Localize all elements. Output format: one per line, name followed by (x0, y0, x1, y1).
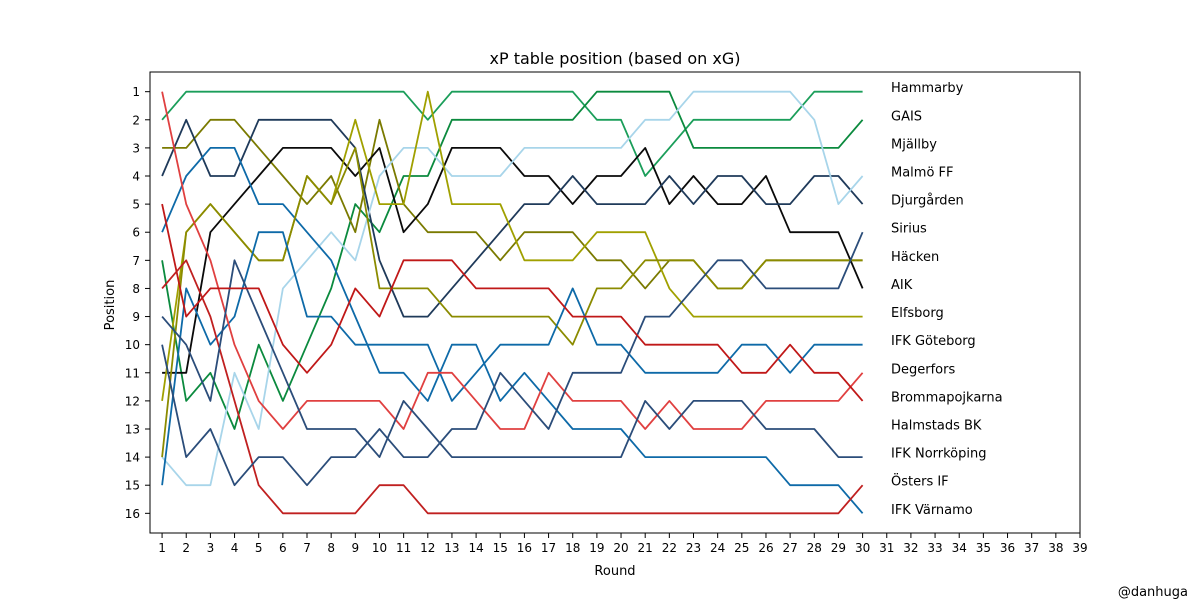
x-tick-label: 28 (807, 541, 822, 555)
x-tick-label: 1 (158, 541, 166, 555)
y-tick-label: 5 (132, 198, 140, 212)
x-tick-label: 26 (758, 541, 773, 555)
x-tick-label: 16 (517, 541, 532, 555)
y-tick-label: 4 (132, 170, 140, 184)
y-tick-label: 16 (125, 507, 140, 521)
plot-frame (149, 71, 1081, 534)
x-tick-label: 13 (444, 541, 459, 555)
legend-label-1: GAIS (891, 109, 922, 124)
x-tick-label: 17 (541, 541, 556, 555)
legend-label-5: Sirius (891, 222, 927, 237)
x-tick-label: 35 (976, 541, 991, 555)
series-line-15 (161, 203, 864, 402)
y-tick-label: 3 (132, 141, 140, 155)
x-tick-label: 15 (493, 541, 508, 555)
legend-label-2: Mjällby (891, 137, 937, 152)
x-tick-label: 3 (207, 541, 215, 555)
legend-label-15: IFK Värnamo (891, 503, 973, 518)
x-tick-label: 33 (927, 541, 942, 555)
series-line-11 (161, 91, 864, 430)
y-tick-label: 12 (125, 394, 140, 408)
x-tick-label: 36 (1000, 541, 1015, 555)
series-line-1 (161, 90, 864, 430)
x-tick-label: 32 (903, 541, 918, 555)
legend-label-0: Hammarby (891, 81, 964, 96)
y-tick-label: 14 (125, 451, 140, 465)
y-tick-label: 15 (125, 479, 140, 493)
chart-title: xP table position (based on xG) (489, 49, 740, 68)
y-tick-label: 10 (125, 338, 140, 352)
axes-layer: 1 2 3 4 5 6 7 8 9 10 11 12 13 14 15 16 17 18 19 20 21 22 23 24 2… (125, 71, 1088, 555)
x-tick-label: 22 (662, 541, 677, 555)
legend-label-13: IFK Norrköping (891, 447, 986, 462)
x-tick-label: 2 (182, 541, 190, 555)
legend-label-10: Degerfors (891, 362, 955, 377)
series-line-10 (161, 259, 864, 515)
x-tick-label: 5 (255, 541, 263, 555)
y-tick-label: 11 (125, 366, 140, 380)
legend-layer: Hammarby GAIS Mjällby Malmö FF Djurgården Sir… (891, 81, 1003, 518)
x-tick-label: 6 (279, 541, 287, 555)
x-tick-label: 30 (855, 541, 870, 555)
x-axis-label: Round (594, 564, 635, 579)
y-tick-label: 9 (132, 310, 140, 324)
x-tick-label: 14 (468, 541, 483, 555)
series-line-4 (161, 118, 864, 318)
x-tick-label: 7 (303, 541, 311, 555)
y-tick-label: 8 (132, 282, 140, 296)
x-tick-label: 11 (396, 541, 411, 555)
series-line-8 (161, 146, 863, 458)
x-tick-label: 39 (1072, 541, 1087, 555)
legend-label-7: AIK (891, 278, 913, 293)
legend-label-8: Elfsborg (891, 306, 944, 321)
legend-label-6: Häcken (891, 250, 939, 265)
x-tick-label: 8 (327, 541, 335, 555)
series-line-7 (161, 146, 864, 514)
x-tick-label: 23 (686, 541, 701, 555)
x-tick-label: 38 (1048, 541, 1063, 555)
x-tick-label: 37 (1024, 541, 1039, 555)
y-tick-label: 7 (132, 254, 140, 268)
x-tick-label: 21 (638, 541, 653, 555)
y-tick-label: 6 (132, 226, 140, 240)
legend-label-4: Djurgården (891, 194, 964, 209)
x-tick-label: 20 (613, 541, 628, 555)
x-tick-label: 12 (420, 541, 435, 555)
series-line-13 (161, 231, 864, 487)
series-line-5 (161, 90, 864, 487)
y-tick-label: 13 (125, 422, 140, 436)
x-tick-label: 4 (231, 541, 239, 555)
x-tick-label: 31 (879, 541, 894, 555)
legend-label-12: Halmstads BK (891, 418, 982, 433)
legend-label-9: IFK Göteborg (891, 334, 976, 349)
legend-label-14: Östers IF (891, 473, 949, 490)
y-axis-label: Position (103, 280, 118, 331)
x-tick-label: 34 (952, 541, 967, 555)
series-line-12 (161, 259, 863, 459)
x-tick-label: 25 (734, 541, 749, 555)
y-tick-label: 1 (132, 85, 140, 99)
x-tick-label: 10 (372, 541, 387, 555)
x-tick-label: 9 (352, 541, 360, 555)
x-tick-label: 18 (565, 541, 580, 555)
legend-label-3: Malmö FF (891, 166, 954, 181)
series-layer (161, 90, 864, 515)
x-tick-label: 19 (589, 541, 604, 555)
credit-text: @danhuga (1117, 585, 1188, 600)
legend-label-11: Brommapojkarna (891, 390, 1003, 405)
series-line-0 (161, 90, 863, 177)
x-tick-label: 27 (782, 541, 797, 555)
x-tick-label: 24 (710, 541, 725, 555)
y-tick-label: 2 (132, 113, 140, 127)
x-tick-label: 29 (831, 541, 846, 555)
series-line-9 (161, 231, 863, 486)
